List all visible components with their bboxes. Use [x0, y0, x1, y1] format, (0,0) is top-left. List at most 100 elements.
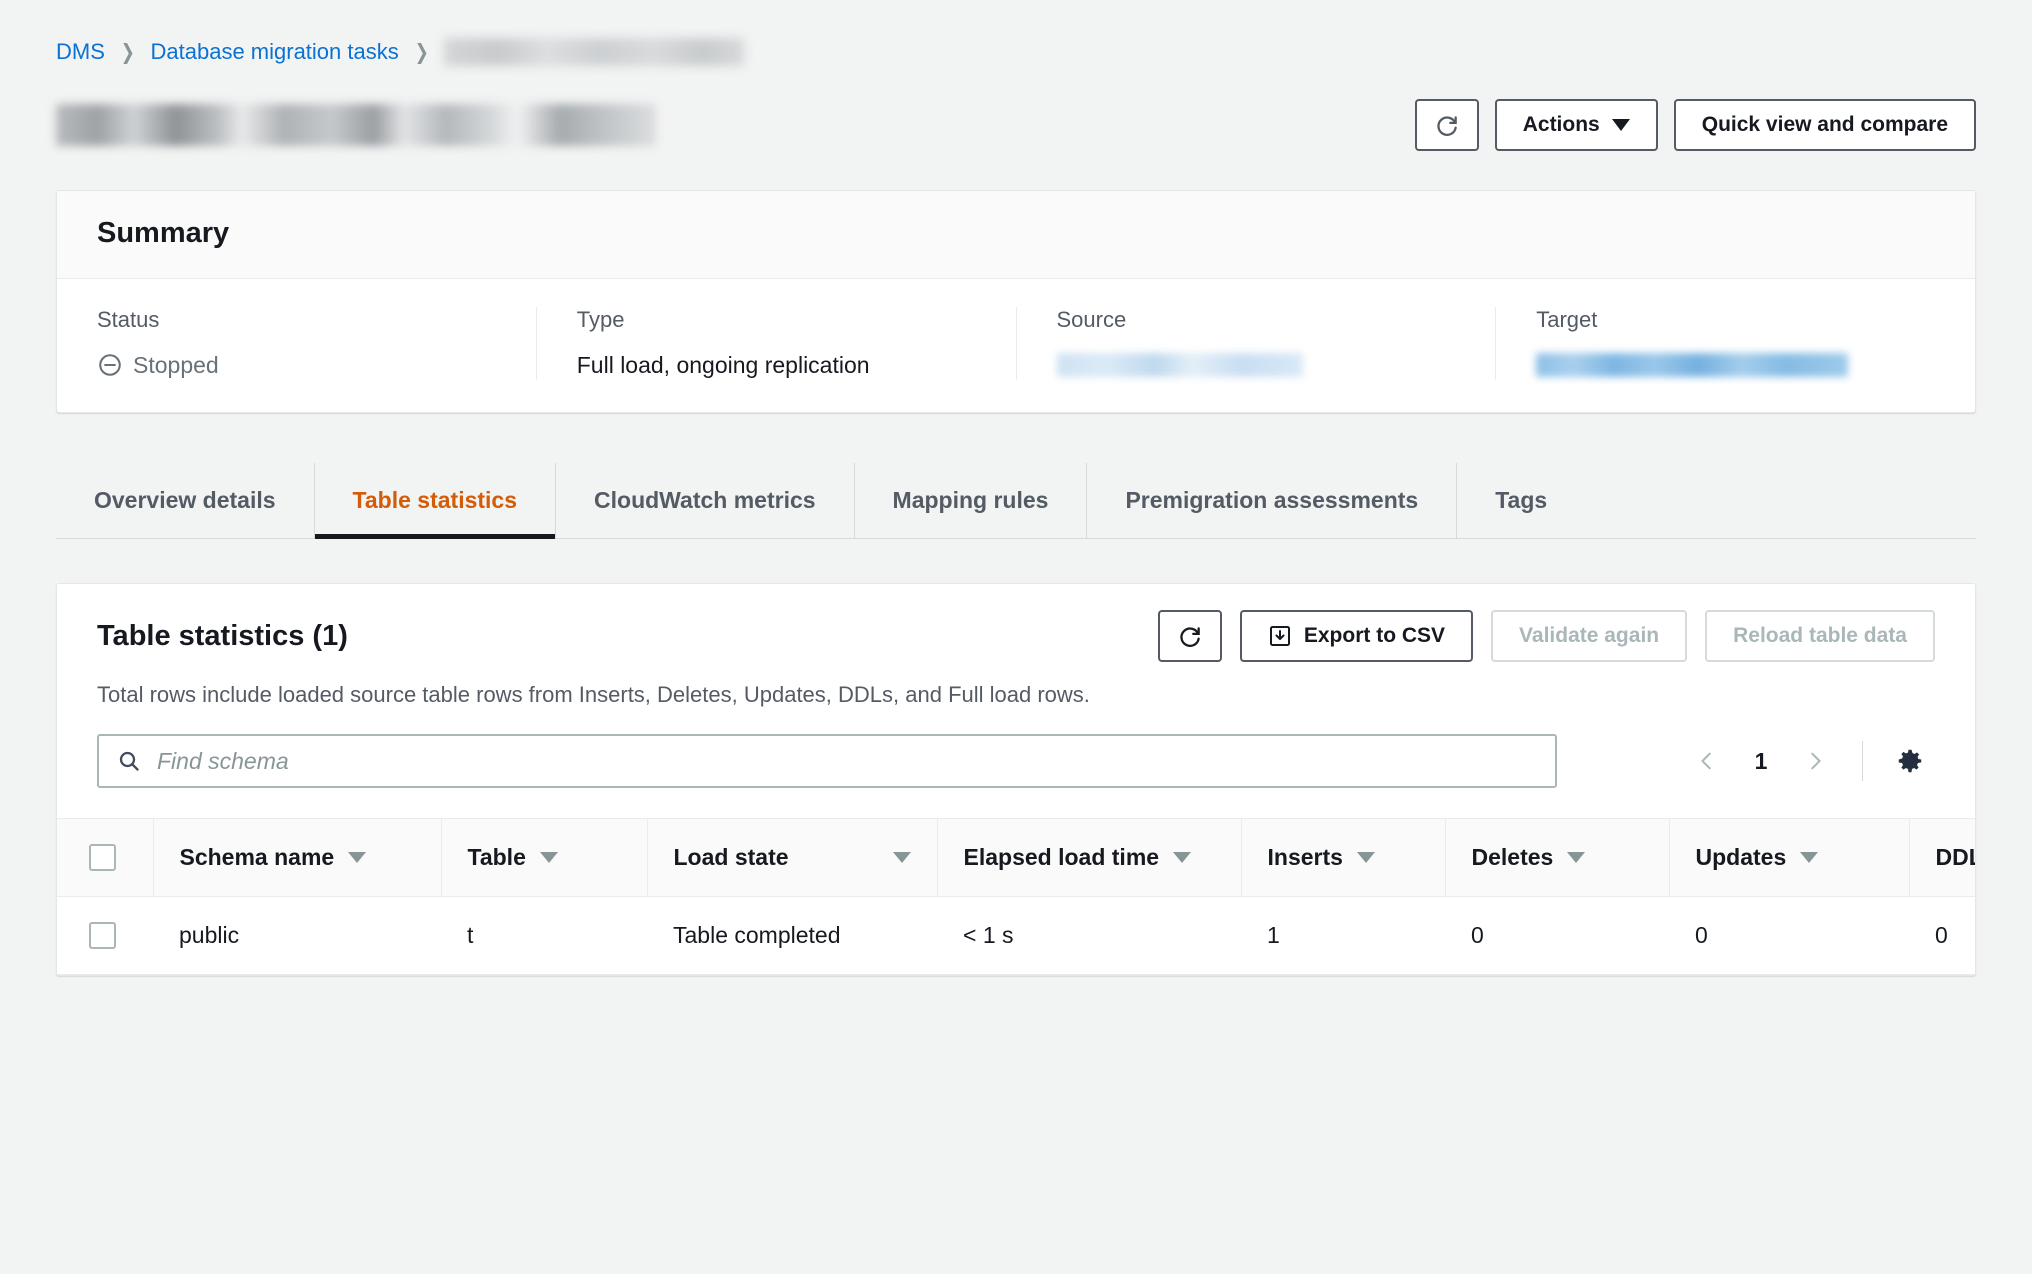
tab-cloudwatch-metrics[interactable]: CloudWatch metrics	[556, 463, 855, 538]
summary-field-status-value: Stopped	[97, 350, 496, 380]
summary-field-status-label: Status	[97, 307, 160, 332]
column-header-updates[interactable]: Updates	[1669, 818, 1910, 897]
column-header-elapsed-load-time-label: Elapsed load time	[963, 844, 1160, 870]
stopped-icon	[99, 354, 121, 376]
sort-icon	[348, 852, 367, 863]
sort-icon	[1356, 852, 1375, 863]
table-header-row: Schema name Table Load	[57, 818, 1976, 897]
source-endpoint-link-redacted[interactable]	[1056, 353, 1303, 377]
chevron-right-icon	[1811, 752, 1821, 770]
table-statistics-toolbar: Export to CSV Validate again Reload tabl…	[1157, 610, 1935, 662]
tab-premigration-assessments[interactable]: Premigration assessments	[1087, 463, 1458, 538]
column-header-load-state-label: Load state	[673, 844, 789, 870]
breadcrumb: DMS ❯ Database migration tasks ❯	[56, 34, 1976, 70]
pagination: 1	[1682, 736, 1935, 786]
target-endpoint-link-redacted[interactable]	[1536, 353, 1849, 377]
table-header: Schema name Table Load	[57, 818, 1976, 897]
row-select-checkbox[interactable]	[89, 922, 116, 949]
cell-elapsed-load-time: < 1 s	[937, 896, 1241, 975]
column-header-ddls-label: DDLs	[1935, 844, 1976, 870]
summary-field-source-label: Source	[1056, 307, 1127, 332]
search-input[interactable]	[157, 747, 1537, 775]
table-statistics-table: Schema name Table Load	[57, 818, 1975, 975]
pagination-prev-button[interactable]	[1682, 736, 1732, 786]
actions-button[interactable]: Actions	[1494, 99, 1658, 151]
gear-icon	[1898, 749, 1922, 773]
cell-inserts: 1	[1241, 896, 1445, 975]
cell-deletes: 0	[1445, 896, 1669, 975]
table-filter-row: 1	[57, 708, 1975, 818]
tab-tags[interactable]: Tags	[1495, 487, 1548, 513]
tab-bar: Overview details Table statistics CloudW…	[56, 463, 1976, 539]
summary-field-source: Source	[1017, 307, 1497, 380]
column-header-schema-name[interactable]: Schema name	[153, 818, 442, 897]
quick-view-and-compare-button[interactable]: Quick view and compare	[1673, 99, 1976, 151]
summary-field-source-value	[1056, 350, 1456, 380]
status-badge: Stopped	[133, 351, 219, 378]
breadcrumb-item-task-redacted[interactable]	[444, 38, 745, 66]
tab-table-statistics[interactable]: Table statistics	[314, 463, 557, 539]
export-to-csv-label: Export to CSV	[1303, 624, 1446, 647]
refresh-icon	[1437, 116, 1457, 136]
page-title	[56, 104, 656, 146]
breadcrumb-separator-icon: ❯	[120, 40, 135, 64]
column-header-load-state[interactable]: Load state	[647, 818, 938, 897]
pagination-page-1[interactable]: 1	[1754, 747, 1768, 774]
search-box[interactable]	[97, 734, 1557, 788]
summary-field-type-value: Full load, ongoing replication	[576, 351, 870, 378]
actions-button-label: Actions	[1522, 113, 1600, 136]
summary-card: Summary Status Stopped Type Full load, o…	[56, 190, 1976, 413]
reload-table-data-button[interactable]: Reload table data	[1705, 610, 1935, 662]
cell-load-state: Table completed	[647, 896, 937, 975]
page-actions: Actions Quick view and compare	[1414, 99, 1976, 151]
column-header-elapsed-load-time[interactable]: Elapsed load time	[937, 818, 1242, 897]
column-header-ddls[interactable]: DDLs	[1909, 818, 1976, 897]
tab-mapping-rules[interactable]: Mapping rules	[855, 463, 1088, 538]
table-statistics-title: Table statistics (1)	[97, 619, 348, 652]
export-to-csv-button[interactable]: Export to CSV	[1239, 610, 1474, 662]
column-header-deletes[interactable]: Deletes	[1445, 818, 1670, 897]
summary-field-type-label: Type	[576, 307, 625, 332]
summary-field-target-label: Target	[1536, 307, 1598, 332]
table-preferences-button[interactable]	[1885, 736, 1935, 786]
select-all-checkbox[interactable]	[89, 844, 116, 871]
refresh-icon	[1180, 627, 1200, 647]
validate-again-button[interactable]: Validate again	[1491, 610, 1688, 662]
table-body: public t Table completed < 1 s 1 0 0 0	[57, 896, 1975, 975]
chevron-left-icon	[1701, 752, 1711, 770]
search-icon	[119, 751, 139, 771]
select-all-header	[57, 818, 154, 897]
table-statistics-panel: Table statistics (1) Export to C	[56, 583, 1976, 976]
table-statistics-description: Total rows include loaded source table r…	[97, 682, 1090, 707]
column-header-inserts-label: Inserts	[1267, 844, 1343, 870]
summary-field-status: Status Stopped	[57, 307, 537, 380]
summary-field-target-value	[1536, 350, 1935, 380]
chevron-down-icon	[1611, 119, 1630, 131]
cell-ddls: 0	[1909, 896, 1975, 975]
column-header-deletes-label: Deletes	[1471, 844, 1554, 870]
breadcrumb-item-dms[interactable]: DMS	[56, 39, 105, 64]
sort-icon	[1567, 852, 1586, 863]
column-header-schema-name-label: Schema name	[179, 844, 335, 870]
tab-overview-details[interactable]: Overview details	[56, 463, 315, 538]
column-header-inserts[interactable]: Inserts	[1241, 818, 1446, 897]
download-icon	[1269, 626, 1290, 646]
column-header-table[interactable]: Table	[441, 818, 648, 897]
column-header-table-label: Table	[467, 844, 526, 870]
table-statistics-panel-header: Table statistics (1) Export to C	[57, 584, 1975, 708]
pagination-next-button[interactable]	[1790, 736, 1840, 786]
cell-schema-name: public	[153, 896, 441, 975]
summary-field-type: Type Full load, ongoing replication	[537, 307, 1017, 380]
breadcrumb-item-database-migration-tasks[interactable]: Database migration tasks	[150, 39, 399, 64]
summary-field-target: Target	[1496, 307, 1975, 380]
table-row[interactable]: public t Table completed < 1 s 1 0 0 0	[57, 896, 1975, 975]
table-statistics-header-row: Table statistics (1) Export to C	[97, 610, 1935, 662]
table-refresh-button[interactable]	[1157, 610, 1222, 662]
refresh-button[interactable]	[1414, 99, 1479, 151]
summary-title: Summary	[97, 217, 230, 249]
sort-icon	[892, 852, 911, 863]
sort-icon	[539, 852, 558, 863]
table-scroll-container[interactable]: Schema name Table Load	[57, 818, 1975, 975]
row-select-cell	[57, 896, 153, 975]
summary-fields: Status Stopped Type Full load, ongoing r…	[57, 279, 1975, 412]
